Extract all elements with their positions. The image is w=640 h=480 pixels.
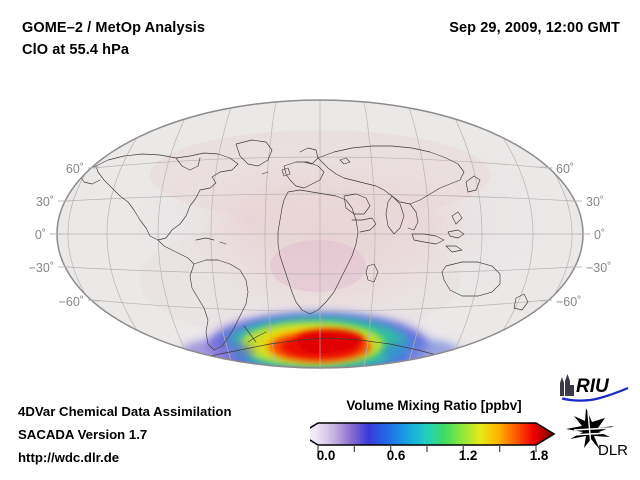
- lat-label-30s-left: −30˚: [29, 261, 54, 275]
- dlr-mark-highlights: [571, 411, 611, 447]
- latitude-labels-left: 60˚ 30˚ 0˚ −30˚ −60˚: [29, 162, 101, 309]
- footer-line-method: 4DVar Chemical Data Assimilation: [18, 404, 232, 419]
- lat-label-30n-left: 30˚: [36, 195, 54, 209]
- dlr-wordmark: DLR: [598, 442, 628, 458]
- colorbar-title: Volume Mixing Ratio [ppbv]: [346, 398, 522, 413]
- colorbar-canvas: [310, 422, 556, 452]
- lat-label-30s-right: −30˚: [586, 261, 611, 275]
- datetime-label: Sep 29, 2009, 12:00 GMT: [449, 20, 620, 36]
- page-title: GOME–2 / MetOp Analysis: [22, 20, 206, 36]
- map-canvas: 60˚ 30˚ 0˚ −30˚ −60˚ 60˚ 30˚ 0˚ −30: [29, 99, 611, 369]
- lat-label-60n-left: 60˚: [66, 162, 84, 176]
- lat-label-60n-right: 60˚: [556, 162, 574, 176]
- lat-label-60s-right: −60˚: [556, 295, 581, 309]
- lat-label-60s-left: −60˚: [59, 295, 84, 309]
- colorbar-tick-label-0: 0.0: [316, 448, 336, 463]
- coastlines: [79, 139, 529, 357]
- latitude-labels-right: 60˚ 30˚ 0˚ −30˚ −60˚: [539, 162, 611, 309]
- riu-swoosh-icon: [561, 386, 629, 402]
- riu-wordmark: RIU: [576, 376, 610, 397]
- footer-line-version: SACADA Version 1.7: [18, 427, 148, 442]
- colorbar-tick-label-1: 0.6: [386, 448, 406, 463]
- riu-logo: RIU: [560, 374, 629, 402]
- colorbar-legend: Volume Mixing Ratio [ppbv] 0.0 0.6 1.2 1…: [310, 398, 556, 474]
- lat-label-0-right: 0˚: [594, 228, 605, 242]
- colorbar-tick-label-3: 1.8: [529, 448, 549, 463]
- colorbar-gradient-bar: [310, 422, 556, 446]
- lat-label-0-left: 0˚: [35, 228, 46, 242]
- riu-cathedral-icon: [560, 374, 574, 396]
- graticule-meridians: [67, 100, 573, 368]
- colorbar-ticks: [317, 445, 537, 452]
- page-subtitle: ClO at 55.4 hPa: [22, 42, 130, 58]
- colorbar-tick-label-2: 1.2: [458, 448, 478, 463]
- world-map: 60˚ 30˚ 0˚ −30˚ −60˚ 60˚ 30˚ 0˚ −30: [0, 70, 640, 380]
- lat-label-30n-right: 30˚: [586, 195, 604, 209]
- footer-line-url[interactable]: http://wdc.dlr.de: [18, 450, 120, 465]
- dlr-logo: DLR: [566, 408, 628, 458]
